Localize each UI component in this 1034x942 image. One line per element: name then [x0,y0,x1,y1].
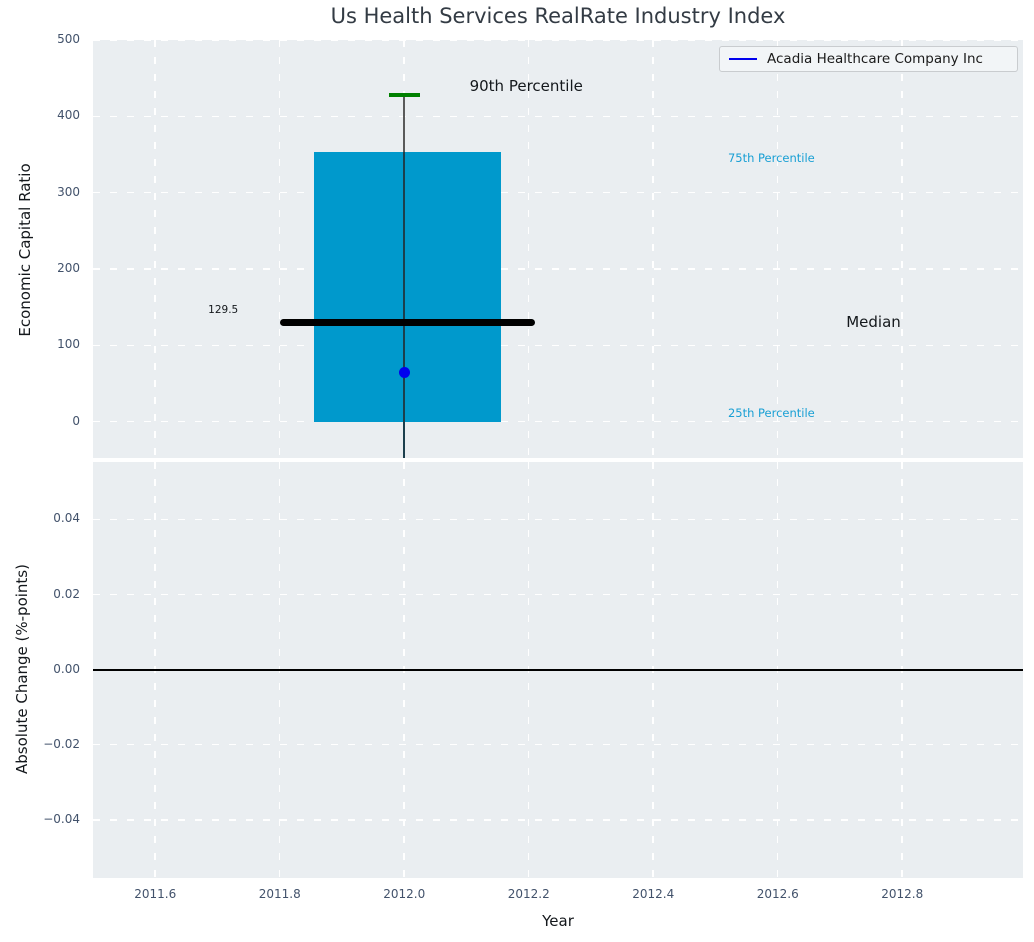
x-axis-label: Year [542,912,574,930]
x-tick-label: 2012.6 [756,887,799,901]
whisker-cap-90th [388,93,420,97]
h-gridline [93,268,1023,270]
v-gridline [776,40,779,458]
y-tick-label: −0.04 [43,811,80,826]
annotation: 25th Percentile [727,406,815,421]
y-tick-label: 0 [72,413,80,428]
y-tick-label: 200 [57,261,80,276]
chart-title: Us Health Services RealRate Industry Ind… [330,4,786,28]
v-gridline [652,40,654,458]
legend: Acadia Healthcare Company Inc [719,46,1018,72]
legend-label: Acadia Healthcare Company Inc [767,51,983,67]
y-tick-label: −0.02 [43,736,80,751]
x-tick-label: 2012.0 [383,887,426,901]
iqr-box [313,152,501,422]
h-gridline [93,115,1023,118]
x-tick-label: 2012.2 [507,887,550,901]
h-gridline [93,518,1023,521]
x-tick-label: 2012.4 [632,887,675,901]
h-gridline [93,420,1023,423]
y-tick-label: 500 [57,32,80,46]
y-tick-label: 0.00 [53,661,80,676]
bottom-axes [93,462,1023,878]
annotation: 75th Percentile [727,151,815,166]
annotation: Median [846,312,901,331]
x-tick-label: 2011.6 [134,887,177,901]
legend-line-sample [729,57,757,61]
whisker-line-inner [403,152,406,458]
h-gridline [93,191,1023,194]
v-gridline [901,40,903,458]
zero-line [93,668,1023,671]
y-tick-label: 300 [57,184,80,199]
v-gridline [154,40,156,458]
y-tick-label: 0.02 [53,586,80,601]
h-gridline [93,743,1023,746]
top-axes: 90th Percentile 129.5 75th Percentile Media… [93,40,1023,458]
x-tick-label: 2011.8 [258,887,301,901]
y-tick-label: 400 [57,108,80,123]
h-gridline [93,40,1023,41]
annotation: 129.5 [208,304,239,317]
y-tick-label: 0.04 [53,511,80,526]
h-gridline [93,593,1023,596]
h-gridline [93,344,1023,347]
x-tick-label: 2012.8 [881,887,924,901]
median-line [279,319,535,327]
v-gridline [278,40,281,458]
h-gridline [93,819,1023,821]
v-gridline [527,40,530,458]
annotation: 90th Percentile [469,76,583,95]
company-point [398,366,410,378]
y-tick-label: 100 [57,337,80,352]
